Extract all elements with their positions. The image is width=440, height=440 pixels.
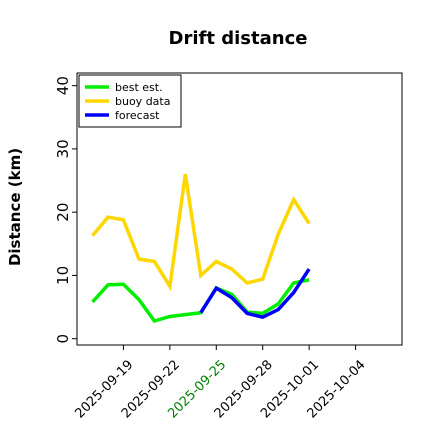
y-tick-label: 0 — [54, 334, 72, 344]
chart-title: Drift distance — [169, 28, 308, 49]
legend-label: forecast — [115, 109, 160, 122]
series-line-forecast — [199, 268, 311, 320]
legend-label: buoy data — [115, 95, 170, 108]
series-line-best-est- — [91, 278, 310, 324]
y-axis-label: Distance (km) — [6, 148, 24, 266]
series-line-buoy-data — [91, 173, 311, 292]
plot-frame — [76, 72, 403, 346]
y-tick-label: 20 — [54, 203, 72, 222]
x-axis: 2025-09-192025-09-222025-09-252025-09-28… — [72, 345, 369, 421]
y-tick-label: 30 — [54, 139, 72, 158]
y-tick-label: 40 — [54, 76, 72, 95]
y-tick-label: 10 — [54, 266, 72, 285]
y-axis: 0 10 20 30 40 — [54, 76, 77, 343]
series-layer — [91, 173, 311, 324]
legend-label: best est. — [115, 81, 163, 94]
